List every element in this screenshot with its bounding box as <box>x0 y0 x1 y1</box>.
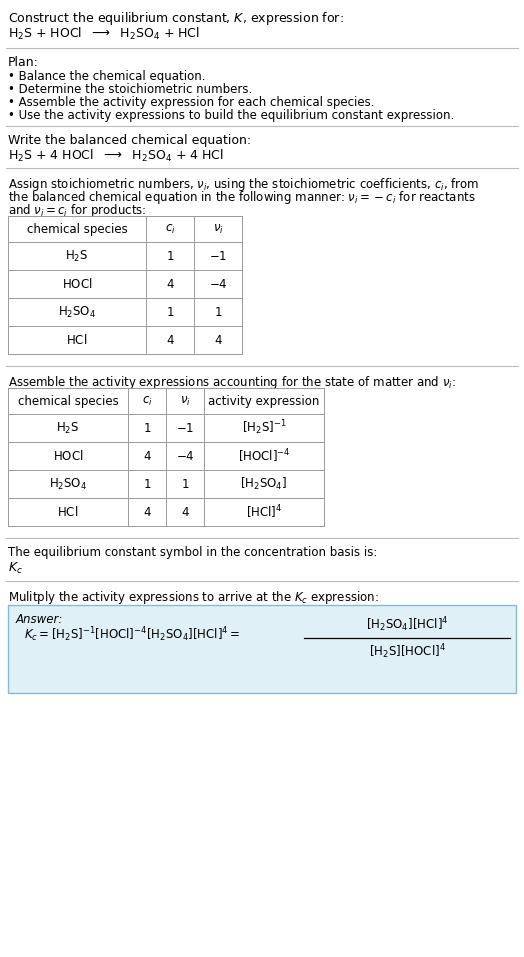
Text: $c_i$: $c_i$ <box>165 222 176 235</box>
Text: 4: 4 <box>214 333 222 346</box>
Text: • Balance the chemical equation.: • Balance the chemical equation. <box>8 70 205 83</box>
Text: 1: 1 <box>181 478 189 491</box>
Text: Plan:: Plan: <box>8 56 39 69</box>
Text: $[\mathrm{H_2SO_4}]$: $[\mathrm{H_2SO_4}]$ <box>241 476 288 492</box>
Text: activity expression: activity expression <box>209 394 320 408</box>
Text: 1: 1 <box>166 305 174 319</box>
FancyBboxPatch shape <box>8 605 516 693</box>
Text: $-4$: $-4$ <box>209 278 227 291</box>
Text: 4: 4 <box>166 278 174 291</box>
Text: • Use the activity expressions to build the equilibrium constant expression.: • Use the activity expressions to build … <box>8 109 454 122</box>
Text: • Determine the stoichiometric numbers.: • Determine the stoichiometric numbers. <box>8 83 252 96</box>
Text: $\nu_i$: $\nu_i$ <box>180 394 190 408</box>
Text: and $\nu_i = c_i$ for products:: and $\nu_i = c_i$ for products: <box>8 202 146 219</box>
Text: $[\mathrm{H_2S}][\mathrm{HOCl}]^4$: $[\mathrm{H_2S}][\mathrm{HOCl}]^4$ <box>368 643 445 661</box>
Text: $\mathrm{H_2S}$: $\mathrm{H_2S}$ <box>57 420 80 435</box>
Text: • Assemble the activity expression for each chemical species.: • Assemble the activity expression for e… <box>8 96 375 109</box>
Text: $K_c$: $K_c$ <box>8 561 23 576</box>
Text: $\mathrm{H_2S}$ + HOCl  $\longrightarrow$  $\mathrm{H_2SO_4}$ + HCl: $\mathrm{H_2S}$ + HOCl $\longrightarrow$… <box>8 26 200 42</box>
Text: Assign stoichiometric numbers, $\nu_i$, using the stoichiometric coefficients, $: Assign stoichiometric numbers, $\nu_i$, … <box>8 176 479 193</box>
Text: chemical species: chemical species <box>27 222 127 235</box>
Text: 4: 4 <box>143 450 151 462</box>
Text: 1: 1 <box>214 305 222 319</box>
Text: Answer:: Answer: <box>16 613 63 626</box>
Text: the balanced chemical equation in the following manner: $\nu_i = -c_i$ for react: the balanced chemical equation in the fo… <box>8 189 476 206</box>
Text: $-1$: $-1$ <box>176 421 194 434</box>
Text: $\mathrm{H_2SO_4}$: $\mathrm{H_2SO_4}$ <box>49 477 87 492</box>
Text: $\mathrm{HCl}$: $\mathrm{HCl}$ <box>57 505 79 519</box>
Text: $[\mathrm{H_2SO_4}][\mathrm{HCl}]^4$: $[\mathrm{H_2SO_4}][\mathrm{HCl}]^4$ <box>366 615 448 634</box>
Text: $K_c = [\mathrm{H_2S}]^{-1} [\mathrm{HOCl}]^{-4} [\mathrm{H_2SO_4}][\mathrm{HCl}: $K_c = [\mathrm{H_2S}]^{-1} [\mathrm{HOC… <box>24 626 241 644</box>
Text: Construct the equilibrium constant, $K$, expression for:: Construct the equilibrium constant, $K$,… <box>8 10 344 27</box>
Text: $\nu_i$: $\nu_i$ <box>213 222 223 235</box>
Text: $\mathrm{HCl}$: $\mathrm{HCl}$ <box>67 333 88 347</box>
Text: 1: 1 <box>143 478 151 491</box>
Text: $\mathrm{H_2S}$: $\mathrm{H_2S}$ <box>66 249 89 263</box>
Text: $\mathrm{HOCl}$: $\mathrm{HOCl}$ <box>53 449 83 463</box>
Text: $-1$: $-1$ <box>209 250 227 262</box>
Text: chemical species: chemical species <box>18 394 118 408</box>
Text: $[\mathrm{HOCl}]^{-4}$: $[\mathrm{HOCl}]^{-4}$ <box>238 447 290 465</box>
Text: Write the balanced chemical equation:: Write the balanced chemical equation: <box>8 134 251 147</box>
Text: $\mathrm{H_2S}$ + 4 HOCl  $\longrightarrow$  $\mathrm{H_2SO_4}$ + 4 HCl: $\mathrm{H_2S}$ + 4 HOCl $\longrightarro… <box>8 148 224 164</box>
Text: $\mathrm{H_2SO_4}$: $\mathrm{H_2SO_4}$ <box>58 304 96 320</box>
Text: $\mathrm{HOCl}$: $\mathrm{HOCl}$ <box>62 277 92 291</box>
Text: $[\mathrm{HCl}]^4$: $[\mathrm{HCl}]^4$ <box>246 503 282 521</box>
Text: Assemble the activity expressions accounting for the state of matter and $\nu_i$: Assemble the activity expressions accoun… <box>8 374 456 391</box>
Text: 1: 1 <box>166 250 174 262</box>
Text: $-4$: $-4$ <box>176 450 194 462</box>
Text: 4: 4 <box>166 333 174 346</box>
Text: 4: 4 <box>181 505 189 519</box>
Text: $[\mathrm{H_2S}]^{-1}$: $[\mathrm{H_2S}]^{-1}$ <box>242 418 286 437</box>
Text: 4: 4 <box>143 505 151 519</box>
Text: Mulitply the activity expressions to arrive at the $K_c$ expression:: Mulitply the activity expressions to arr… <box>8 589 379 606</box>
Text: $c_i$: $c_i$ <box>141 394 152 408</box>
Text: 1: 1 <box>143 421 151 434</box>
Text: The equilibrium constant symbol in the concentration basis is:: The equilibrium constant symbol in the c… <box>8 546 377 559</box>
